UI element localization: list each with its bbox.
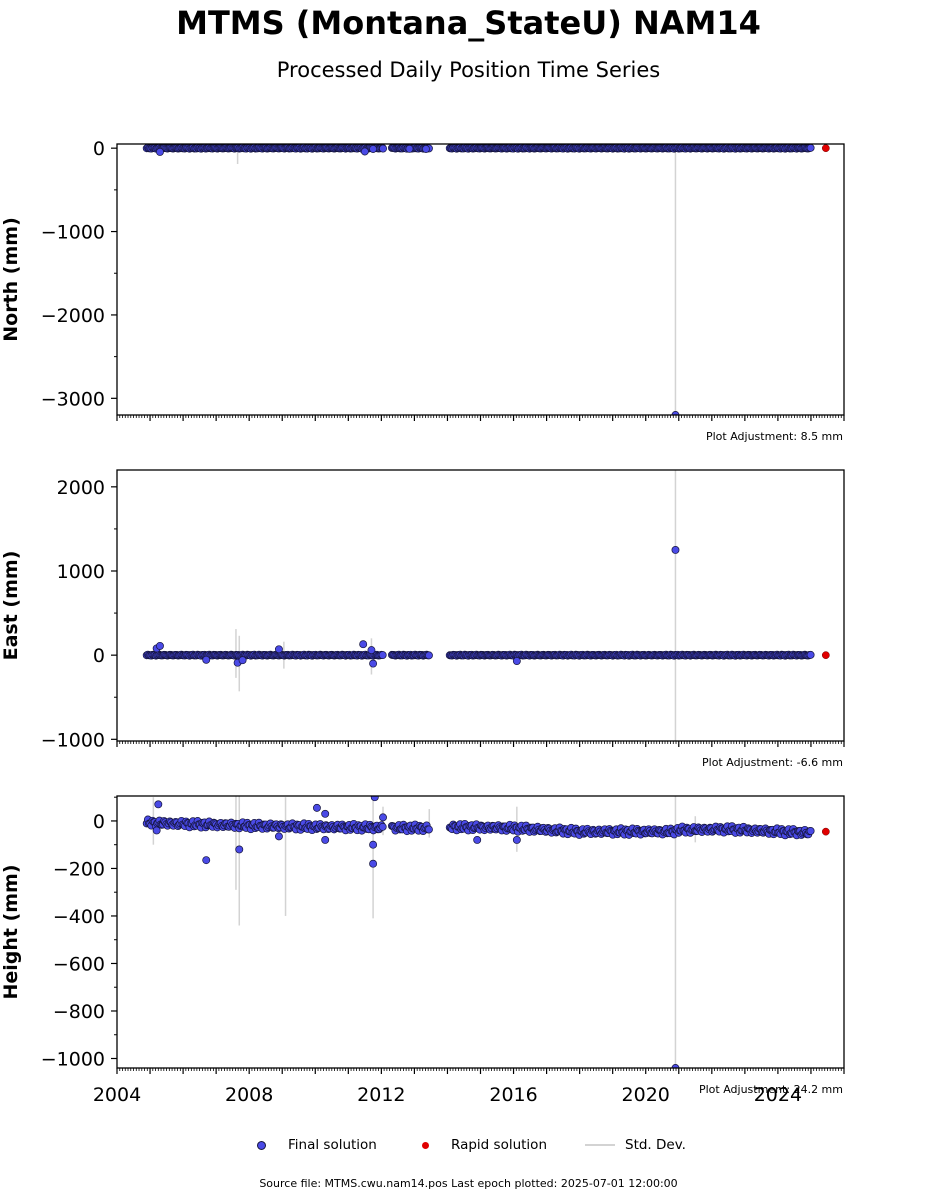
y-tick-label: 0 <box>93 645 105 667</box>
final-solution-outlier <box>671 546 680 554</box>
std-dev-line-icon <box>585 1144 615 1146</box>
final-solution-outlier <box>274 832 283 841</box>
panel-data-north <box>142 144 830 415</box>
y-tick-label: −200 <box>53 858 105 880</box>
final-solution-point <box>806 827 815 835</box>
final-solution-outlier <box>369 659 378 668</box>
x-tick-label: 2004 <box>93 1084 141 1106</box>
rapid-solution-point <box>821 144 830 153</box>
rapid-solution-marker-icon <box>422 1141 429 1149</box>
y-axis-label: North (mm) <box>0 217 22 342</box>
x-tick-label: 2024 <box>754 1084 802 1106</box>
y-tick-label: −400 <box>53 906 105 928</box>
plot-adjustment-note: Plot Adjustment: 8.5 mm <box>706 430 843 443</box>
final-solution-outlier <box>379 813 387 822</box>
panel-east: 2000 1000 0 −1000 East (mm) Plot Adjustment: … <box>0 469 845 769</box>
panel-frame <box>116 795 845 1069</box>
final-solution-outlier <box>202 856 211 865</box>
source-footer: Source file: MTMS.cwu.nam14.pos Last epo… <box>259 1177 678 1190</box>
final-solution-outlier <box>274 645 283 654</box>
final-solution-point <box>378 651 387 659</box>
panel-frame <box>116 469 845 742</box>
y-tick-label: −600 <box>53 953 105 975</box>
y-tick-label: −1000 <box>41 729 105 751</box>
y-axis-label: Height (mm) <box>0 864 22 999</box>
panel-data-height <box>142 796 830 1068</box>
final-solution-outlier <box>405 144 414 153</box>
y-axis-label: East (mm) <box>0 551 22 661</box>
final-solution-point <box>424 825 433 834</box>
final-solution-outlier <box>235 845 244 854</box>
legend-rapid-label: Rapid solution <box>451 1137 547 1153</box>
panel-data-east <box>142 470 830 741</box>
final-solution-outlier <box>512 835 521 844</box>
y-tick-label: 0 <box>93 811 105 833</box>
final-solution-outlier <box>422 145 430 153</box>
final-solution-outlier <box>156 641 164 650</box>
final-solution-outlier <box>152 826 161 835</box>
y-tick-label: −1000 <box>41 222 105 244</box>
x-tick-label: 2012 <box>357 1084 405 1106</box>
y-tick-label: 1000 <box>57 561 105 583</box>
panel-frame <box>116 143 845 416</box>
final-solution-outlier <box>367 646 376 655</box>
legend: Final solution Rapid solution Std. Dev. <box>0 1137 937 1159</box>
x-tick-label: 2016 <box>489 1084 537 1106</box>
final-solution-point <box>806 144 815 152</box>
final-solution-point <box>378 822 387 831</box>
y-tick-label: 2000 <box>57 477 105 499</box>
panel-height: 0 −200 −400 −600 −800 −1000 Height (mm) Plot Ad… <box>0 795 845 1106</box>
y-tick-label: −3000 <box>41 388 105 410</box>
final-solution-point <box>806 650 815 659</box>
final-solution-outlier <box>370 796 379 802</box>
final-solution-outlier <box>379 144 387 153</box>
legend-std: Std. Dev. <box>585 1137 686 1153</box>
plot-adjustment-note: Plot Adjustment: -6.6 mm <box>702 756 843 769</box>
final-solution-outlier <box>202 655 211 664</box>
y-tick-label: 0 <box>93 138 105 160</box>
y-tick-label: −800 <box>53 1001 105 1023</box>
panel-north: 0 −1000 −2000 −3000 North (mm) Plot Adjustmen… <box>0 138 845 443</box>
final-solution-outlier <box>369 840 378 849</box>
final-solution-outlier <box>512 657 521 665</box>
plot-adjustment-note: Plot Adjustment: 24.2 mm <box>699 1083 843 1096</box>
final-solution-outlier <box>360 147 369 156</box>
chart-subtitle: Processed Daily Position Time Series <box>276 58 661 82</box>
final-solution-outlier <box>312 803 321 812</box>
final-solution-outlier <box>671 1064 680 1068</box>
final-solution-outlier <box>156 147 164 156</box>
rapid-solution-point <box>821 651 830 660</box>
final-solution-outlier <box>321 835 330 844</box>
x-tick-label: 2020 <box>622 1084 670 1106</box>
x-tick-label: 2008 <box>225 1084 273 1106</box>
legend-rapid: Rapid solution <box>422 1137 547 1153</box>
legend-final: Final solution <box>257 1137 377 1153</box>
y-tick-label: −2000 <box>41 305 105 327</box>
final-solution-outlier <box>321 809 330 818</box>
final-solution-outlier <box>154 800 163 809</box>
final-solution-outlier <box>369 145 378 153</box>
final-solution-outlier <box>369 859 378 868</box>
final-solution-outlier <box>359 640 368 649</box>
legend-final-label: Final solution <box>288 1137 377 1153</box>
rapid-solution-point <box>821 827 830 836</box>
chart-title: MTMS (Montana_StateU) NAM14 <box>176 4 761 42</box>
final-solution-point <box>424 651 433 660</box>
legend-std-label: Std. Dev. <box>625 1137 686 1153</box>
final-solution-outlier <box>473 835 482 844</box>
final-solution-marker-icon <box>257 1140 266 1150</box>
final-solution-outlier <box>238 656 247 665</box>
y-tick-label: −1000 <box>41 1048 105 1070</box>
